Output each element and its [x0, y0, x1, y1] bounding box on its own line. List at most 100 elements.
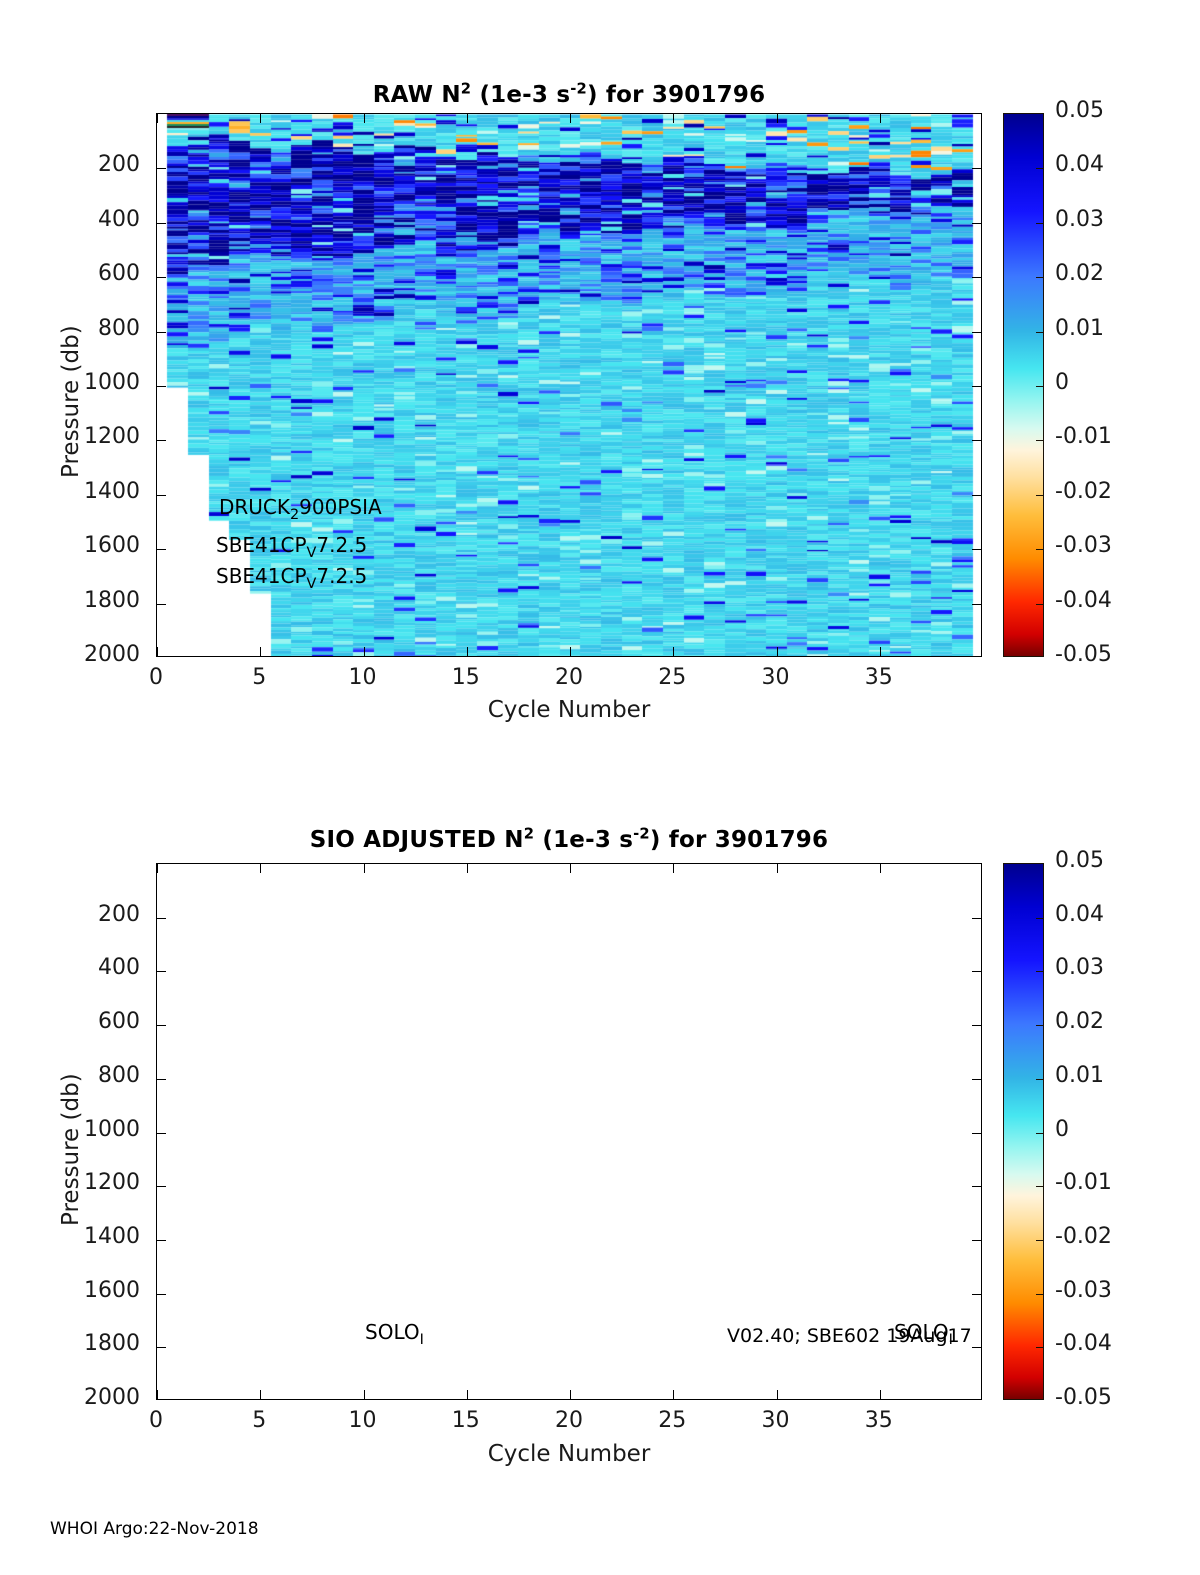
raw-xtick-30 [776, 647, 778, 656]
adjusted-colorbar-label-0: 0 [1055, 1116, 1069, 1142]
raw-xtick-10 [363, 647, 365, 656]
raw-xaxis-title: Cycle Number [487, 697, 651, 723]
raw-annot-1-base: SBE41CP [216, 533, 307, 557]
adjusted-xtick-label-0: 0 [149, 1408, 163, 1433]
raw-ytick-800 [972, 331, 981, 333]
adjusted-ytick-200 [157, 917, 166, 919]
raw-ytick-1800 [972, 603, 981, 605]
adjusted-xtick-0 [157, 864, 158, 873]
adjusted-colorbar [1003, 863, 1044, 1400]
raw-ytick-1600 [157, 549, 166, 551]
adjusted-xtick-label-25: 25 [658, 1408, 687, 1433]
raw-ytick-800 [157, 331, 166, 333]
adjusted-colorbar-tick-0.02 [1036, 1025, 1043, 1027]
raw-colorbar-tick-0.01 [1036, 331, 1043, 333]
adjusted-ytick-label-1800: 1800 [84, 1331, 140, 1357]
raw-ytick-1200 [972, 440, 981, 442]
raw-ytick-label-1000: 1000 [84, 370, 140, 395]
raw-xtick-label-0: 0 [149, 665, 163, 690]
raw-xtick-15 [466, 647, 468, 656]
raw-ytick-600 [972, 277, 981, 279]
raw-annot-sensor-pressure: DRUCK2900PSIA [219, 495, 382, 522]
raw-xtick-label-35: 35 [864, 665, 893, 690]
raw-yaxis-title: Pressure (db) [58, 325, 84, 478]
raw-xtick-label-15: 15 [451, 665, 480, 690]
adjusted-colorbar-tick--0.04 [1036, 1347, 1043, 1349]
figure-footer: WHOI Argo:22-Nov-2018 [50, 1519, 259, 1539]
raw-annot-1-sub: V [306, 545, 317, 561]
adjusted-xtick-30 [776, 864, 778, 873]
raw-ytick-1400 [972, 494, 981, 496]
adjusted-ytick-1000 [157, 1132, 166, 1134]
raw-colorbar-label-0.01: 0.01 [1055, 315, 1104, 341]
raw-colorbar-label-0.02: 0.02 [1055, 261, 1104, 287]
raw-colorbar-label-0: 0 [1055, 370, 1069, 395]
raw-annot-sensor-ctd-2: SBE41CPV7.2.5 [216, 564, 367, 591]
raw-xtick-5 [260, 647, 262, 656]
adj-title-mid: (1e-3 s [534, 827, 634, 853]
raw-ytick-label-2000: 2000 [84, 642, 140, 667]
adj-annot-0-base: SOLO [365, 1320, 420, 1344]
raw-ytick-label-600: 600 [98, 261, 140, 287]
adjusted-colorbar-label--0.04: -0.04 [1055, 1331, 1112, 1357]
raw-xtick-30 [776, 114, 778, 123]
adjusted-colorbar-tick--0.03 [1036, 1293, 1043, 1295]
adjusted-xtick-label-35: 35 [864, 1408, 893, 1433]
adjusted-ytick-1400 [157, 1239, 166, 1241]
adjusted-ytick-400 [157, 971, 166, 973]
raw-ytick-400 [157, 222, 166, 224]
adj-annot-2-base: SOLO [894, 1320, 949, 1344]
adjusted-ytick-600 [972, 1025, 981, 1027]
raw-colorbar-label-0.03: 0.03 [1055, 206, 1104, 232]
raw-annot-2-base: SBE41CP [216, 564, 307, 588]
raw-annot-1-tail: 7.2.5 [316, 533, 368, 557]
raw-colorbar-tick-0.03 [1036, 222, 1043, 224]
raw-colorbar-tick--0.02 [1036, 494, 1043, 496]
raw-xtick-35 [879, 647, 881, 656]
adjusted-ytick-label-600: 600 [98, 1009, 140, 1035]
raw-ytick-1200 [157, 440, 166, 442]
raw-colorbar-tick--0.01 [1036, 440, 1043, 442]
raw-ytick-label-200: 200 [98, 152, 140, 178]
raw-ytick-label-400: 400 [98, 206, 140, 232]
raw-xtick-15 [466, 114, 468, 123]
raw-xtick-label-30: 30 [761, 665, 790, 690]
adjusted-xtick-35 [879, 864, 881, 873]
adjusted-yaxis-title: Pressure (db) [58, 1073, 84, 1226]
adjusted-annot-firmware: V02.40; SBE602 19Aug17 [727, 1325, 972, 1347]
adjusted-ytick-1200 [157, 1186, 166, 1188]
raw-xtick-35 [879, 114, 881, 123]
raw-ytick-label-1600: 1600 [84, 533, 140, 559]
raw-xtick-0 [157, 647, 158, 656]
adj-annot-2-sub: I [948, 1332, 953, 1348]
adjusted-colorbar-label-0.04: 0.04 [1055, 901, 1104, 927]
adjusted-xtick-label-10: 10 [348, 1408, 377, 1433]
raw-ytick-label-1200: 1200 [84, 424, 140, 450]
adjusted-ytick-1000 [972, 1132, 981, 1134]
raw-ytick-600 [157, 277, 166, 279]
raw-title-exponent-1: 2 [460, 80, 472, 98]
adjusted-axes [156, 863, 982, 1400]
adjusted-xaxis-title: Cycle Number [487, 1441, 651, 1467]
raw-xtick-25 [673, 647, 675, 656]
raw-annot-0-base: DRUCK [219, 495, 291, 519]
raw-annot-2-sub: V [306, 576, 317, 592]
adjusted-ytick-label-2000: 2000 [84, 1385, 140, 1410]
raw-colorbar-label-0.05: 0.05 [1055, 98, 1104, 123]
raw-ytick-200 [157, 168, 166, 170]
raw-xtick-10 [363, 114, 365, 123]
raw-xtick-5 [260, 114, 262, 123]
adjusted-colorbar-tick-0.04 [1036, 917, 1043, 919]
raw-colorbar-label--0.02: -0.02 [1055, 478, 1112, 504]
raw-plot-title: RAW N2 (1e-3 s-2) for 3901796 [156, 80, 982, 108]
raw-xtick-label-5: 5 [252, 665, 267, 690]
raw-ytick-1000 [157, 386, 166, 387]
raw-colorbar-label--0.01: -0.01 [1055, 424, 1112, 450]
raw-heatmap [157, 114, 981, 656]
raw-annot-sensor-ctd-1: SBE41CPV7.2.5 [216, 533, 368, 560]
adjusted-xtick-30 [776, 1390, 778, 1399]
adjusted-xtick-0 [157, 1390, 158, 1399]
adjusted-xtick-15 [466, 864, 468, 873]
raw-title-exponent-2: -2 [570, 80, 587, 98]
adjusted-colorbar-label--0.02: -0.02 [1055, 1223, 1112, 1249]
